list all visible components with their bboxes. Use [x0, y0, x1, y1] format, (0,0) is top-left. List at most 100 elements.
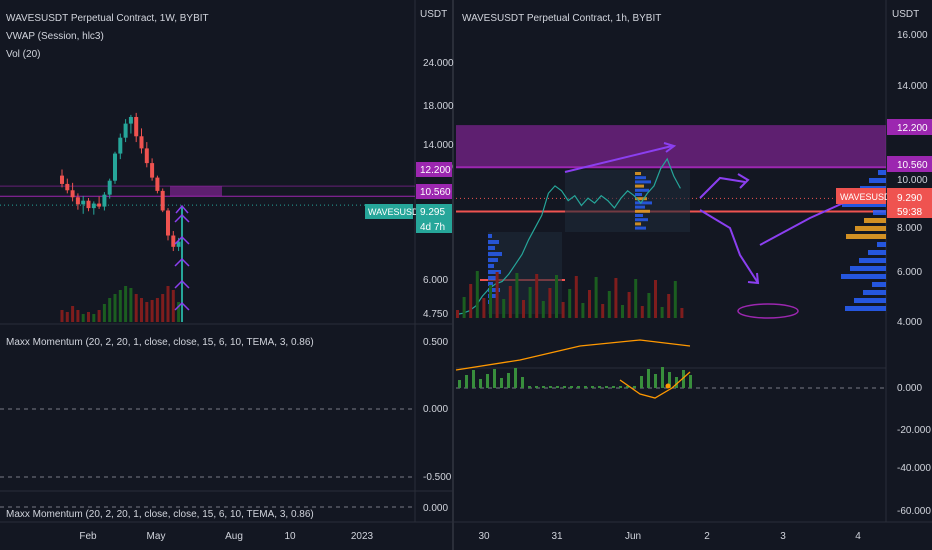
osc-histogram-bar	[570, 386, 573, 388]
candle[interactable]	[91, 203, 96, 209]
level-low-badge	[416, 184, 452, 199]
left-osc-tick: -0.500	[423, 472, 452, 483]
candle[interactable]	[102, 194, 107, 207]
osc-histogram-bar	[584, 386, 587, 388]
symbol-badge-text: WAVESUSDT	[368, 207, 425, 217]
candle[interactable]	[128, 116, 133, 124]
candle[interactable]	[113, 153, 117, 181]
up-chevron-icon	[174, 257, 190, 267]
candle[interactable]	[81, 200, 86, 205]
volume-profile-bar	[488, 252, 502, 256]
level-high-badge	[416, 162, 452, 177]
right-volume-profile-bar	[846, 234, 886, 239]
right-volume-bar	[574, 276, 578, 318]
candle[interactable]	[97, 203, 102, 207]
candle[interactable]	[166, 210, 170, 236]
volume-bar	[177, 302, 181, 322]
up-chevron-icon	[174, 213, 190, 223]
left-time-tick: Aug	[225, 531, 243, 542]
price-line[interactable]	[455, 157, 681, 316]
candle[interactable]	[160, 190, 165, 211]
volume-profile-bar	[635, 201, 652, 205]
countdown-badge-text: 4d 7h	[420, 222, 445, 233]
right-volume-bar	[660, 307, 664, 318]
arrow-head-icon	[737, 173, 750, 189]
candle[interactable]	[134, 116, 139, 137]
volume-bar	[76, 310, 80, 322]
right-volume-bar	[508, 286, 512, 318]
candle[interactable]	[65, 183, 70, 191]
right-osc-tick: -20.000	[897, 425, 931, 436]
volume-bar	[92, 314, 96, 322]
right-volume-bar	[522, 300, 525, 318]
left-osc2-label: Maxx Momentum (20, 2, 20, 1, close, clos…	[6, 509, 314, 520]
trend-arrow-line[interactable]	[564, 145, 673, 173]
candle[interactable]	[150, 163, 155, 178]
candle[interactable]	[155, 177, 160, 191]
right-countdown-badge-text: 59:38	[897, 207, 922, 218]
right-volume-profile-bar	[869, 178, 886, 183]
candle[interactable]	[86, 200, 91, 209]
candle[interactable]	[75, 197, 80, 205]
osc-histogram-bar	[640, 376, 643, 388]
right-volume-profile-bar	[842, 202, 886, 207]
volume-bar	[155, 298, 159, 322]
supply-zone[interactable]	[170, 186, 222, 197]
volume-profile-bar	[635, 209, 650, 213]
right-level-high-badge-text: 12.200	[897, 123, 928, 134]
volume-bar	[171, 290, 175, 322]
volume-profile-bar	[488, 288, 500, 292]
candle[interactable]	[118, 137, 123, 154]
volume-bar	[140, 298, 143, 322]
candle[interactable]	[171, 235, 176, 247]
projection-path-up[interactable]	[699, 176, 746, 199]
left-price-tick: 6.000	[423, 275, 448, 286]
right-price-tick: 14.000	[897, 81, 928, 92]
volume-bar	[97, 310, 101, 322]
left-indicator-label: VWAP (Session, hlc3)	[6, 31, 104, 42]
volume-bar	[166, 286, 170, 322]
volume-bar	[102, 304, 106, 322]
right-volume-bar	[621, 305, 624, 318]
osc-histogram-bar	[535, 386, 538, 388]
candle[interactable]	[139, 136, 144, 149]
osc-histogram-bar	[605, 386, 608, 388]
candle[interactable]	[70, 190, 75, 198]
right-volume-profile-bar	[854, 298, 886, 303]
arrow-head-icon	[747, 272, 760, 285]
osc-histogram-bar	[647, 369, 650, 388]
projection-path-down[interactable]	[699, 209, 759, 284]
left-price-tick: 24.000	[423, 58, 454, 69]
candle[interactable]	[176, 241, 181, 247]
right-volume-bar	[680, 308, 684, 318]
candle[interactable]	[123, 123, 128, 138]
projection-path-recovery[interactable]	[759, 199, 851, 246]
volume-bar	[118, 290, 122, 322]
left-price-tick: 4.750	[423, 309, 448, 320]
candle[interactable]	[107, 180, 112, 195]
volume-profile-bar	[635, 222, 641, 226]
volume-profile-bar	[635, 218, 648, 222]
right-volume-profile-bar	[841, 274, 886, 279]
right-symbol-badge-text: WAVESUSDT	[840, 192, 897, 202]
target-ellipse[interactable]	[737, 303, 799, 319]
right-time-tick: 3	[780, 531, 786, 542]
osc-histogram-bar	[542, 386, 545, 388]
candle[interactable]	[60, 175, 64, 184]
volume-profile-bar	[635, 176, 646, 180]
volume-profile-bar	[635, 184, 644, 188]
osc-histogram-bar	[521, 377, 524, 388]
right-volume-bar	[568, 289, 572, 318]
osc-histogram-bar	[563, 386, 566, 388]
osc-histogram-bar	[556, 386, 559, 388]
right-volume-bar	[462, 297, 466, 318]
volume-profile-bar	[635, 214, 643, 217]
candle[interactable]	[144, 148, 149, 164]
osc-signal-line	[455, 339, 691, 371]
osc-histogram-bar	[668, 372, 671, 388]
volume-profile-bar	[635, 180, 651, 184]
right-volume-profile-bar	[855, 226, 886, 231]
volume-profile-bar	[488, 276, 497, 280]
right-osc-tick: -60.000	[897, 506, 931, 517]
